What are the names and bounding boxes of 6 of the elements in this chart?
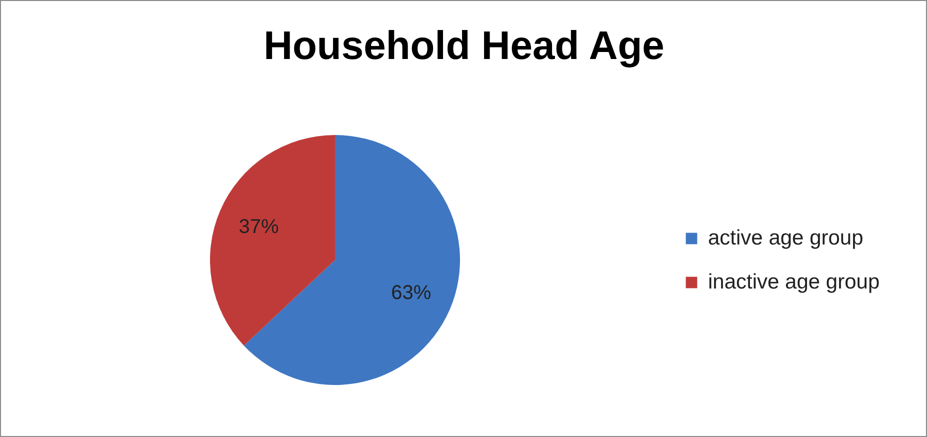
legend-label: inactive age group [708, 270, 880, 294]
pie-slice [210, 135, 335, 346]
chart-title: Household Head Age [264, 24, 664, 68]
data-label: 37% [238, 216, 280, 238]
legend-label: active age group [708, 226, 864, 250]
data-label: 63% [391, 282, 432, 304]
